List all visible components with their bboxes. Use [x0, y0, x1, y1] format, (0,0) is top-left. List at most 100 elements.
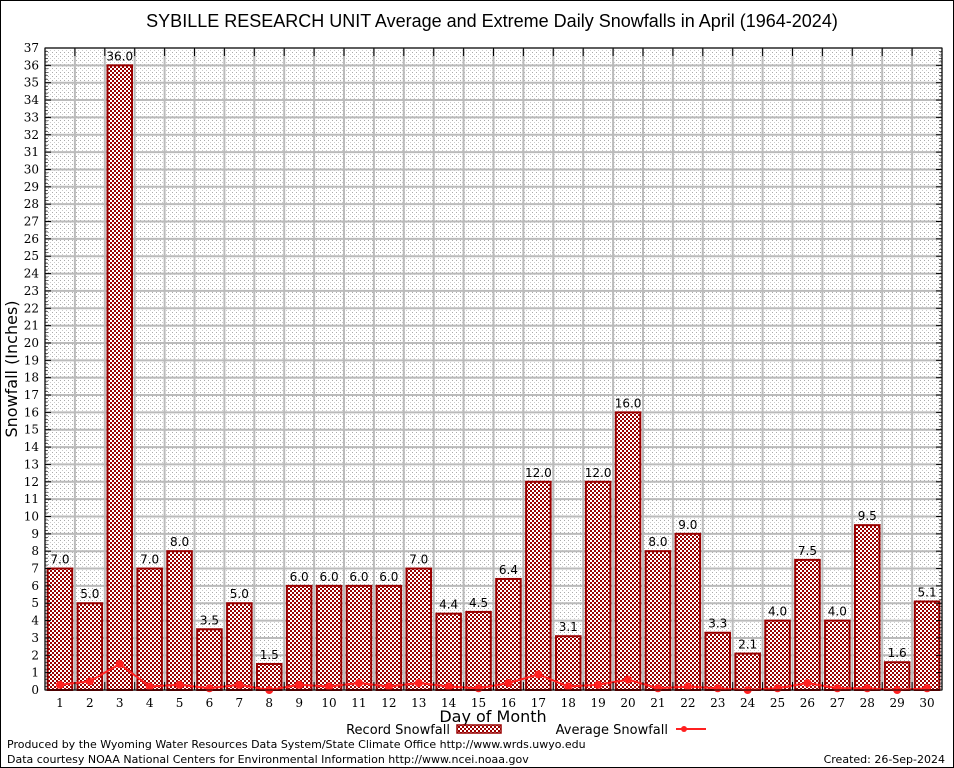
bar-day-26	[794, 558, 821, 691]
bar-day-12	[375, 584, 403, 692]
bar-value-label: 12.0	[585, 466, 612, 480]
x-tick-label: 23	[710, 696, 725, 710]
y-tick-label: 11	[24, 492, 39, 506]
x-tick-label: 7	[236, 696, 244, 710]
bar-value-label: 4.4	[439, 598, 458, 612]
x-tick-label: 1	[56, 696, 64, 710]
bar-day-21	[644, 550, 672, 692]
footer-data-courtesy: Data courtesy NOAA National Centers for …	[7, 753, 529, 766]
average-point-day-1	[55, 680, 64, 689]
bar-value-label: 7.0	[140, 553, 159, 567]
average-point-day-2	[85, 677, 94, 686]
bar-value-label: 7.5	[798, 544, 817, 558]
average-point-day-25	[773, 684, 782, 693]
bar-value-label: 8.0	[648, 535, 667, 549]
y-tick-label: 20	[24, 336, 39, 350]
x-tick-label: 10	[321, 696, 336, 710]
bar-value-label: 4.5	[469, 596, 488, 610]
bar-day-20	[614, 411, 642, 691]
average-point-day-7	[235, 680, 244, 689]
y-tick-label: 16	[24, 405, 39, 419]
bar-value-label: 6.4	[499, 563, 518, 577]
average-point-day-12	[384, 682, 393, 691]
bar-value-label: 1.5	[260, 648, 279, 662]
average-point-day-19	[594, 680, 603, 689]
bar-value-label: 9.0	[678, 518, 697, 532]
bar-day-24	[734, 652, 761, 691]
x-tick-label: 3	[116, 696, 124, 710]
legend-label-average: Average Snowfall	[556, 723, 668, 738]
bar-day-18	[554, 635, 582, 692]
y-tick-label: 26	[24, 232, 39, 246]
legend-swatch-average-marker	[681, 726, 687, 732]
bar-day-13	[405, 567, 433, 691]
y-tick-label: 31	[24, 145, 39, 159]
x-tick-label: 4	[146, 696, 154, 710]
y-tick-label: 5	[31, 596, 39, 610]
bar-value-label: 3.3	[708, 617, 727, 631]
bar-day-30	[913, 600, 941, 692]
bar-value-label: 2.1	[738, 638, 757, 652]
x-tick-label: 13	[411, 696, 426, 710]
bar-day-3	[106, 64, 134, 691]
x-tick-label: 5	[176, 696, 184, 710]
legend: Record Snowfall Average Snowfall	[346, 723, 706, 738]
y-tick-label: 29	[24, 180, 39, 194]
x-tick-label: 20	[620, 696, 635, 710]
y-tick-label: 24	[24, 267, 40, 281]
x-tick-label: 25	[770, 696, 785, 710]
y-tick-label: 18	[24, 371, 39, 385]
bar-day-22	[674, 532, 702, 691]
average-point-day-10	[325, 682, 334, 691]
y-tick-label: 35	[24, 76, 39, 90]
x-tick-label: 14	[441, 696, 457, 710]
average-point-day-16	[504, 679, 513, 688]
y-axis-label: Snowfall (Inches)	[2, 300, 21, 437]
average-point-day-28	[863, 684, 872, 693]
y-tick-label: 25	[24, 249, 39, 263]
bar-value-label: 6.0	[320, 570, 339, 584]
bar-day-27	[824, 619, 851, 692]
y-tick-label: 10	[24, 509, 39, 523]
x-tick-label: 6	[206, 696, 214, 710]
footer-produced-by: Produced by the Wyoming Water Resources …	[7, 738, 586, 751]
x-axis: 1 2 3 4 5 6 7 8 9 10 11 12 13 14 15 16 17 18 19 20 21 22 23 24 2…	[44, 48, 943, 710]
y-tick-label: 4	[31, 614, 39, 628]
bar-day-25	[764, 619, 791, 692]
bar-day-4	[136, 567, 163, 691]
x-tick-label: 17	[531, 696, 546, 710]
chart-title: SYBILLE RESEARCH UNIT Average and Extrem…	[146, 11, 838, 31]
average-point-day-11	[354, 679, 363, 688]
y-tick-label: 13	[24, 457, 39, 471]
bar-day-14	[435, 612, 462, 691]
y-tick-label: 19	[24, 353, 39, 367]
x-tick-label: 19	[591, 696, 606, 710]
y-tick-label: 28	[24, 197, 39, 211]
x-tick-label: 24	[740, 696, 756, 710]
bar-value-label: 6.0	[379, 570, 398, 584]
bar-day-23	[704, 631, 732, 691]
average-point-day-4	[145, 682, 154, 691]
average-point-day-23	[713, 684, 722, 693]
average-point-day-9	[295, 680, 304, 689]
bar-value-label: 5.1	[918, 586, 937, 600]
x-tick-label: 9	[295, 696, 303, 710]
bar-day-16	[495, 577, 522, 691]
bar-value-label: 9.5	[858, 509, 877, 523]
bar-day-7	[226, 602, 253, 691]
y-tick-label: 27	[24, 215, 39, 229]
y-axis: 0123456789101112131415161718192021222324…	[24, 41, 942, 697]
y-tick-label: 8	[31, 544, 39, 558]
x-tick-label: 28	[860, 696, 875, 710]
average-point-day-6	[205, 684, 214, 693]
average-point-day-22	[683, 682, 692, 691]
bar-day-5	[166, 550, 193, 692]
average-point-day-21	[653, 684, 662, 693]
bar-value-label: 8.0	[170, 535, 189, 549]
average-point-day-17	[534, 670, 543, 679]
average-point-day-13	[414, 679, 423, 688]
average-point-day-20	[624, 675, 633, 684]
bar-value-label: 6.0	[349, 570, 368, 584]
x-tick-label: 11	[351, 696, 366, 710]
